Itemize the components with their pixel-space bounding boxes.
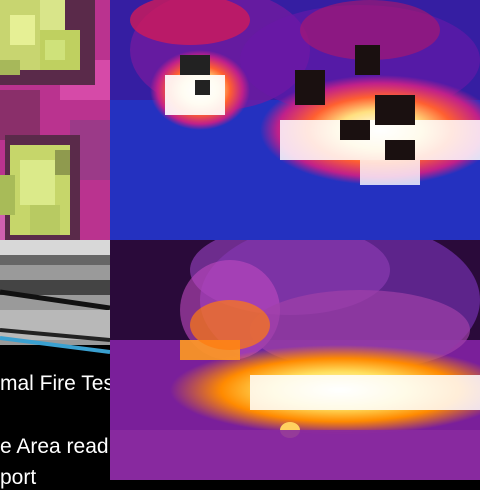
photo-with-caption: [0, 240, 110, 480]
pixelated-thermal-graphic: [0, 0, 110, 240]
grayscale-photo: [0, 240, 110, 360]
caption-line-2: e Area reading: [0, 435, 137, 458]
pixelated-thermal-image: [0, 0, 110, 240]
thermal-fire-image-top: [110, 0, 480, 240]
caption-line-1: mal Fire Test.: [0, 372, 126, 395]
thermal-fire-graphic-bottom: [110, 240, 480, 480]
thermal-fire-graphic-top: [110, 0, 480, 240]
caption-line-3: port: [0, 466, 37, 489]
thermal-fire-image-bottom: [110, 240, 480, 480]
